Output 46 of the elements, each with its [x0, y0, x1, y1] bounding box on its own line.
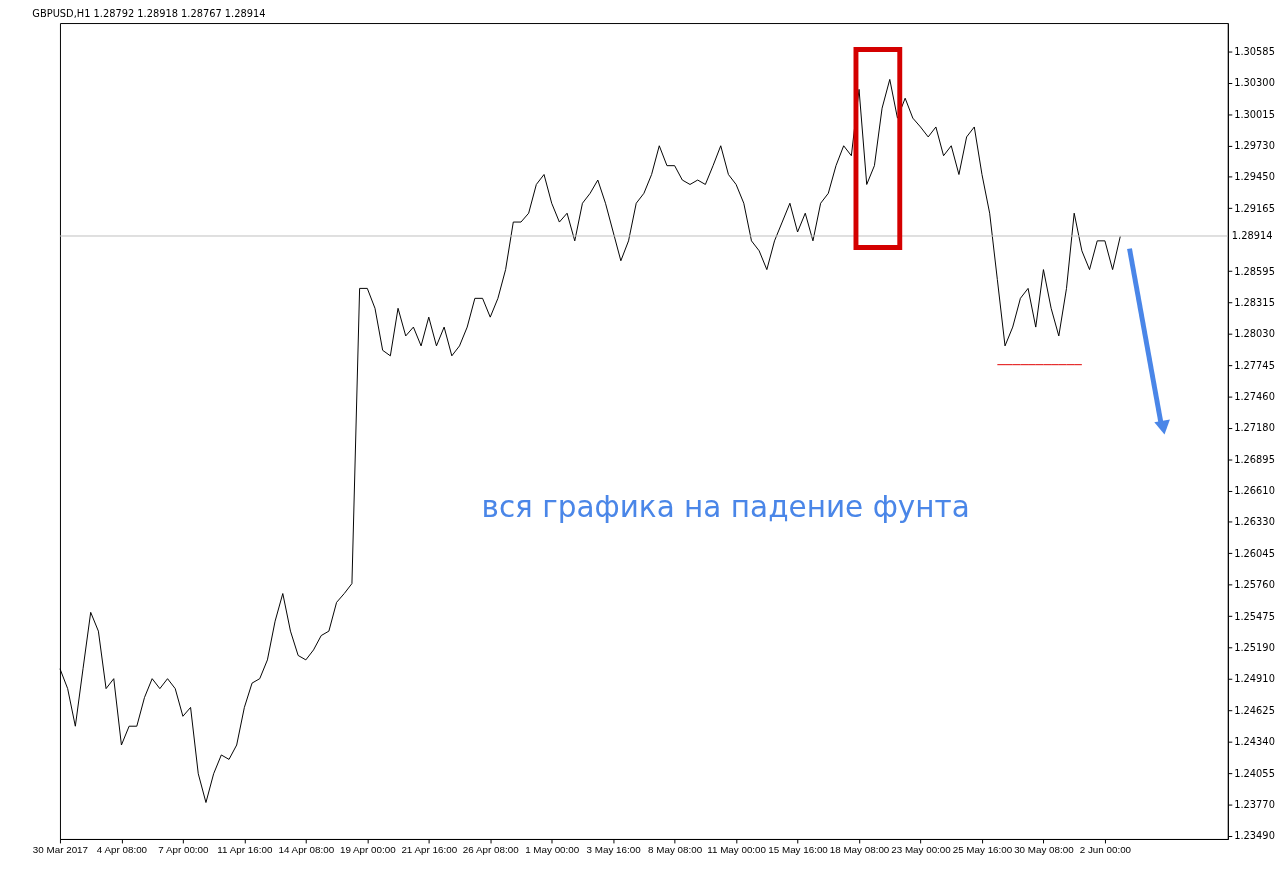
- x-tick-label: 15 May 16:00: [768, 844, 829, 856]
- y-tick-label: 1.26045: [1234, 547, 1275, 559]
- y-tick-label: 1.24625: [1234, 704, 1275, 716]
- x-tick-label: 3 May 16:00: [586, 844, 642, 856]
- x-tick-label: 7 Apr 00:00: [158, 844, 210, 856]
- y-tick-label: 1.30300: [1234, 77, 1275, 89]
- annotation: вся графика на падение фунта: [481, 490, 970, 525]
- y-tick-label: 1.23770: [1234, 799, 1275, 811]
- x-tick-label: 18 May 08:00: [829, 844, 890, 856]
- x-tick-label: 14 Apr 08:00: [278, 844, 335, 856]
- y-tick-label: 1.26330: [1234, 516, 1275, 528]
- y-tick-label: 1.27745: [1234, 359, 1275, 371]
- y-tick-label: 1.28315: [1234, 296, 1275, 308]
- x-tick-label: 2 Jun 00:00: [1079, 844, 1132, 856]
- y-tick-label: 1.25190: [1234, 642, 1275, 654]
- y-tick-label: 1.30015: [1234, 108, 1275, 120]
- x-tick-label: 19 Apr 00:00: [339, 844, 397, 856]
- x-tick-label: 11 May 00:00: [707, 844, 767, 856]
- y-tick-label: 1.25760: [1234, 579, 1275, 591]
- y-tick-label: 1.29165: [1234, 202, 1275, 214]
- chart-title: GBPUSD,H1 1.28792 1.28918 1.28767 1.28914: [32, 8, 266, 20]
- y-tick-label: 1.29450: [1234, 171, 1275, 183]
- x-tick-label: 8 May 08:00: [648, 844, 703, 856]
- y-tick-label: 1.27180: [1234, 422, 1275, 434]
- y-tick-label: 1.24910: [1234, 673, 1275, 685]
- y-tick-label: 1.23490: [1234, 830, 1275, 842]
- y-tick-label: 1.25475: [1234, 610, 1275, 622]
- x-tick-label: 23 May 00:00: [891, 844, 952, 856]
- x-tick-label: 1 May 00:00: [525, 844, 580, 856]
- x-tick-label: 30 Mar 2017: [32, 844, 89, 856]
- x-tick-label: 21 Apr 16:00: [401, 844, 458, 856]
- y-tick-label: 1.29730: [1234, 140, 1275, 152]
- x-tick-label: 4 Apr 08:00: [96, 844, 148, 856]
- y-tick-label: 1.28030: [1234, 328, 1275, 340]
- x-tick-label: 26 Apr 08:00: [462, 844, 520, 856]
- y-tick-label: 1.30585: [1234, 45, 1275, 57]
- x-tick-label: 30 May 08:00: [1014, 844, 1075, 856]
- ref-line-label: 1.28914: [1231, 229, 1273, 241]
- y-tick-label: 1.26610: [1234, 485, 1275, 497]
- y-tick-label: 1.24340: [1234, 736, 1275, 748]
- y-tick-label: 1.28595: [1234, 265, 1275, 277]
- y-tick-label: 1.27460: [1234, 391, 1275, 403]
- y-tick-label: 1.26895: [1234, 453, 1275, 465]
- x-tick-label: 25 May 16:00: [952, 844, 1013, 856]
- x-tick-label: 11 Apr 16:00: [217, 844, 273, 856]
- y-tick-label: 1.24055: [1234, 767, 1275, 779]
